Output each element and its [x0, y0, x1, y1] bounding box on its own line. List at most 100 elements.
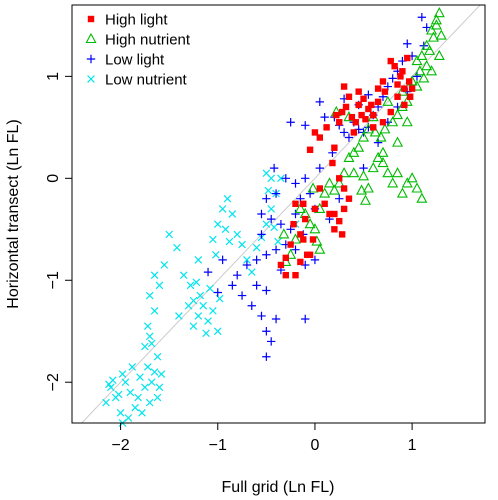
data-point: [262, 169, 271, 178]
data-point: [316, 134, 323, 141]
data-point: [145, 332, 154, 341]
data-point: [360, 95, 367, 102]
data-point: [381, 88, 389, 95]
data-point: [333, 177, 345, 188]
data-point: [345, 93, 353, 100]
data-point: [392, 136, 404, 147]
data-point: [302, 215, 309, 223]
data-point: [264, 186, 273, 195]
data-point: [368, 101, 375, 109]
data-point: [304, 218, 316, 229]
data-point: [301, 121, 310, 130]
data-point: [387, 57, 394, 65]
data-point: [412, 72, 422, 81]
data-point: [314, 243, 326, 254]
data-point: [189, 296, 198, 305]
data-point: [353, 141, 365, 152]
data-point: [433, 7, 445, 18]
data-point: [310, 255, 320, 265]
x-tick-label: 0: [310, 437, 319, 454]
data-point: [307, 182, 319, 193]
data-point: [271, 314, 281, 324]
data-point: [338, 167, 350, 178]
data-point: [213, 288, 222, 297]
data-point: [375, 131, 387, 142]
data-point: [189, 322, 198, 330]
data-point: [213, 220, 222, 229]
data-point: [388, 74, 397, 83]
data-point: [237, 291, 247, 300]
data-point: [150, 307, 159, 315]
data-point: [340, 185, 348, 192]
data-point: [291, 209, 300, 219]
data-point: [417, 13, 427, 22]
data-point: [344, 133, 354, 142]
data-point: [426, 65, 438, 76]
data-point: [348, 113, 356, 121]
data-point: [221, 225, 230, 234]
data-point: [186, 281, 195, 290]
data-point: [426, 24, 438, 35]
data-point: [228, 281, 237, 290]
data-point: [153, 352, 162, 361]
data-point: [348, 167, 360, 178]
data-point: [145, 291, 154, 300]
data-point: [305, 189, 315, 198]
data-point: [424, 44, 436, 55]
data-point: [134, 393, 142, 402]
data-point: [403, 39, 412, 48]
legend: High light High nutrient Low light Low nutr…: [85, 12, 191, 89]
data-point: [316, 185, 323, 192]
data-point: [233, 270, 242, 280]
data-point: [320, 112, 329, 122]
data-point: [290, 220, 297, 228]
data-point: [267, 214, 276, 224]
legend-marker: [85, 32, 97, 44]
data-point: [358, 131, 370, 142]
data-point: [300, 200, 307, 208]
data-point: [301, 174, 310, 183]
data-point: [297, 258, 304, 266]
x-axis-label: Full grid (Ln FL): [222, 479, 335, 496]
data-point: [358, 170, 370, 181]
legend-marker: [87, 15, 95, 23]
data-point: [143, 322, 152, 330]
data-point: [401, 116, 413, 127]
data-point: [281, 174, 290, 183]
data-point: [372, 151, 384, 162]
data-point: [345, 195, 353, 202]
data-point: [126, 388, 135, 397]
data-point: [274, 237, 282, 246]
x-axis: −2 −1 0 1: [111, 423, 417, 454]
data-point: [271, 245, 281, 254]
data-point: [321, 200, 328, 208]
data-point: [136, 373, 144, 381]
data-point: [333, 111, 340, 119]
legend-marker: [87, 75, 95, 83]
data-point: [209, 235, 217, 244]
data-point: [282, 271, 289, 279]
data-point: [421, 60, 433, 71]
data-point: [204, 317, 212, 325]
data-point: [141, 383, 149, 392]
data-point: [394, 93, 401, 100]
data-point: [277, 261, 285, 269]
data-point: [175, 312, 183, 320]
data-point: [379, 123, 391, 134]
data-point: [309, 223, 321, 234]
data-point: [155, 281, 164, 290]
data-point: [306, 146, 314, 153]
y-axis: −2 −1 0 1: [45, 72, 72, 391]
data-point: [331, 144, 338, 151]
data-point: [247, 268, 256, 276]
data-point: [257, 230, 266, 239]
data-point: [392, 167, 404, 178]
data-point: [102, 398, 110, 407]
data-point: [430, 14, 442, 25]
data-point: [370, 124, 377, 131]
y-tick-label: −1: [45, 271, 62, 289]
data-point: [373, 138, 383, 147]
data-point: [242, 260, 252, 270]
data-point: [348, 146, 360, 157]
data-point: [311, 129, 319, 136]
